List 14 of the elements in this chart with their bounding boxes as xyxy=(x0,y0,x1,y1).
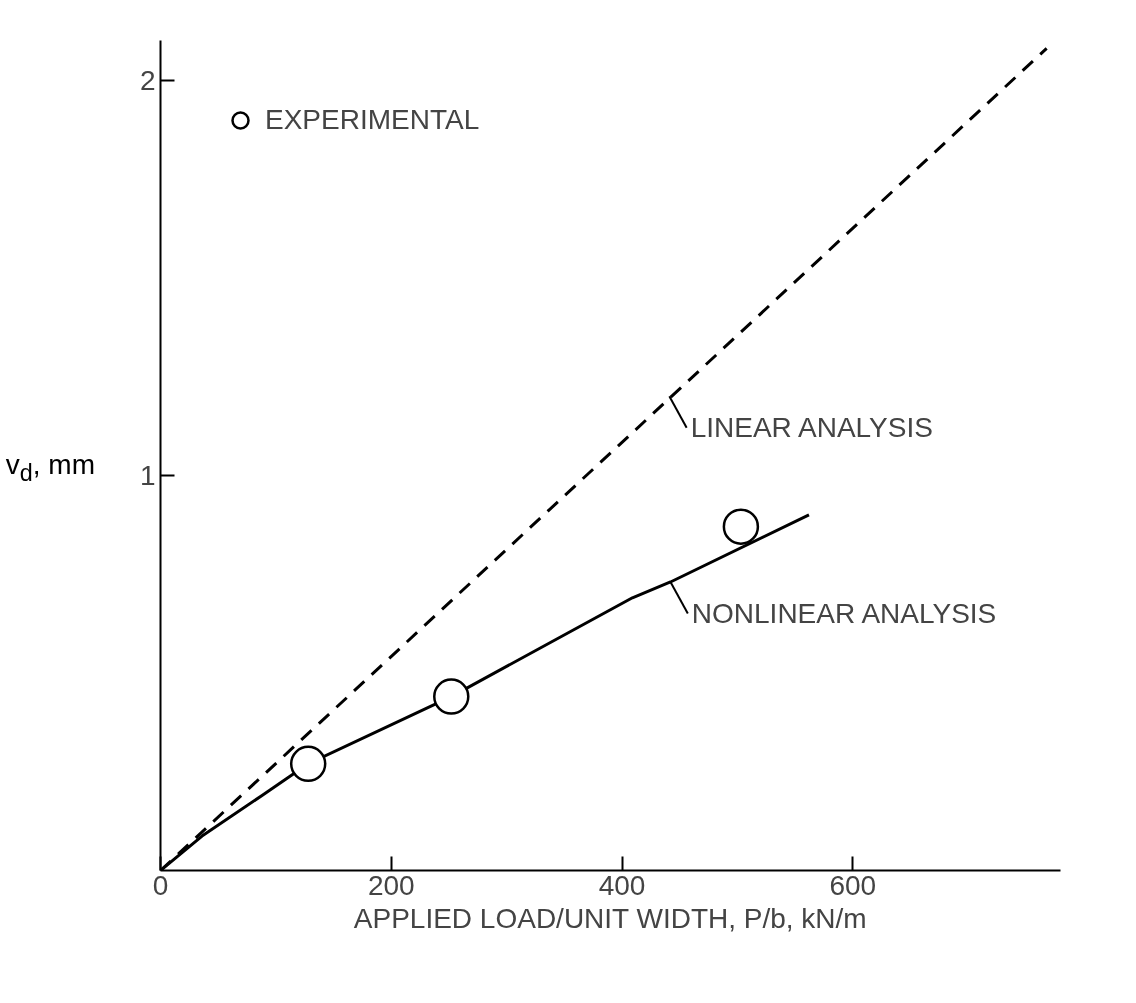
y-tick-label: 2 xyxy=(139,64,156,96)
point xyxy=(722,508,760,545)
x-tick-label: 200 xyxy=(367,869,415,901)
x-tick-label: 0 xyxy=(152,869,169,901)
annotation: LINEAR ANALYSIS xyxy=(690,412,933,444)
y-tick-label: 1 xyxy=(139,459,156,491)
x-tick-label: 400 xyxy=(598,869,646,901)
x-tick-label: 600 xyxy=(829,869,877,901)
annotation: NONLINEAR ANALYSIS xyxy=(691,598,997,630)
legend-label: EXPERIMENTAL xyxy=(265,104,480,136)
point xyxy=(289,745,327,782)
y-axis-title: v$_{d}$, mm xyxy=(5,448,95,488)
point xyxy=(433,678,470,715)
x-axis-title: APPLIED LOAD/UNIT WIDTH, P/b, kN/m xyxy=(353,902,867,934)
